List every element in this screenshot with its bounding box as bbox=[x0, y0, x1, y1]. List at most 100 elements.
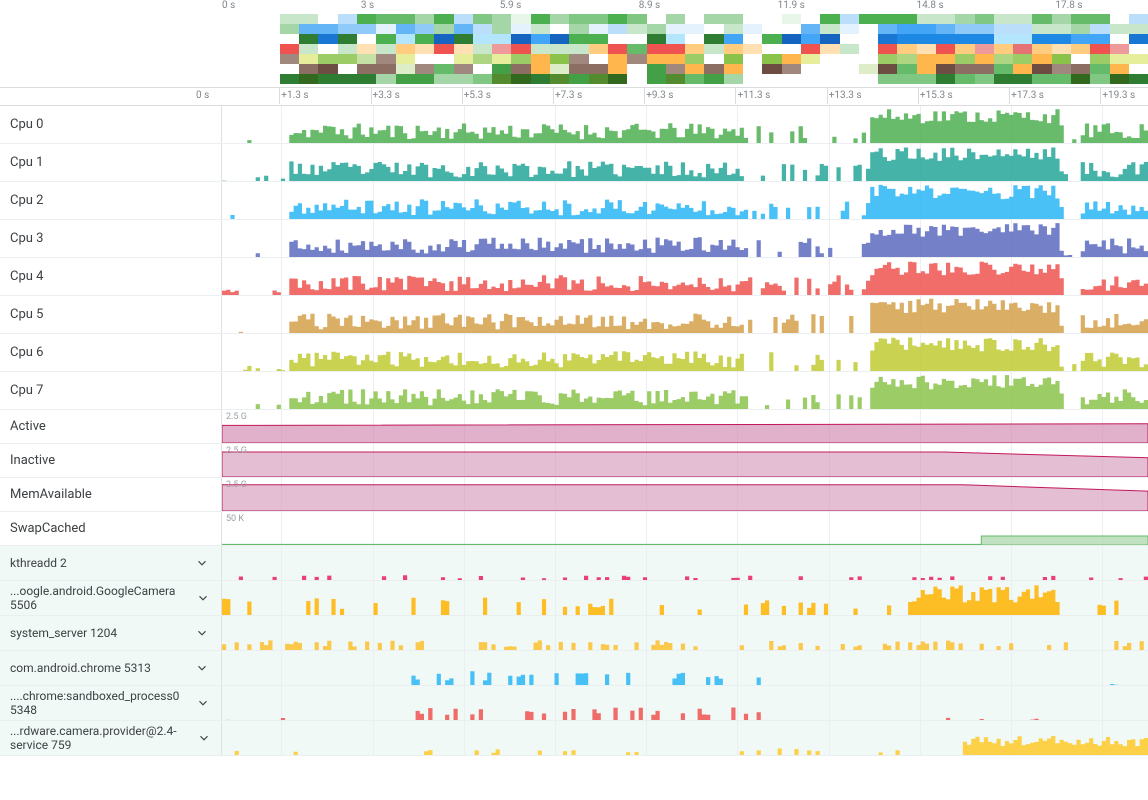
track-label-text: ....chrome:sandboxed_process0 5348 bbox=[10, 689, 194, 717]
detail-tick: +13.3 s bbox=[829, 90, 862, 101]
track-body[interactable] bbox=[222, 106, 1148, 143]
chevron-down-icon[interactable] bbox=[196, 729, 211, 747]
cpu-track[interactable]: Cpu 5 bbox=[0, 296, 1148, 334]
detail-tick: +7.3 s bbox=[555, 90, 582, 101]
track-label[interactable]: com.android.chrome 5313 bbox=[0, 651, 222, 685]
cpu-track[interactable]: Cpu 7 bbox=[0, 372, 1148, 410]
overview-tick: 17.8 s bbox=[1055, 0, 1082, 11]
track-body[interactable]: 2.5 G bbox=[222, 478, 1148, 511]
track-label-text: Cpu 7 bbox=[10, 383, 43, 398]
track-body[interactable]: 2.5 G bbox=[222, 410, 1148, 443]
track-body[interactable] bbox=[222, 721, 1148, 755]
track-label[interactable]: Cpu 5 bbox=[0, 296, 222, 333]
mem-track[interactable]: Inactive 2.5 G bbox=[0, 444, 1148, 478]
cpu-track[interactable]: Cpu 2 bbox=[0, 182, 1148, 220]
track-label[interactable]: Cpu 4 bbox=[0, 258, 222, 295]
detail-tick: +1.3 s bbox=[281, 90, 308, 101]
track-label[interactable]: ....chrome:sandboxed_process0 5348 bbox=[0, 686, 222, 720]
track-label-text: Active bbox=[10, 419, 46, 434]
track-body[interactable] bbox=[222, 372, 1148, 409]
chevron-down-icon[interactable] bbox=[194, 694, 211, 712]
track-label-text: Cpu 0 bbox=[10, 117, 43, 132]
track-body[interactable] bbox=[222, 651, 1148, 685]
track-body[interactable] bbox=[222, 220, 1148, 257]
track-label-text: Cpu 6 bbox=[10, 345, 43, 360]
chevron-down-icon[interactable] bbox=[193, 624, 211, 642]
process-track[interactable]: system_server 1204 bbox=[0, 616, 1148, 651]
mem-track[interactable]: MemAvailable 2.5 G bbox=[0, 478, 1148, 512]
track-label-text: system_server 1204 bbox=[10, 626, 117, 640]
overview-tick: 5.9 s bbox=[500, 0, 522, 11]
track-body[interactable] bbox=[222, 182, 1148, 219]
detail-ruler[interactable]: 0 s +1.3 s +3.3 s +5.3 s +7.3 s +9.3 s +11.3 … bbox=[0, 88, 1148, 106]
process-track[interactable]: com.android.chrome 5313 bbox=[0, 651, 1148, 686]
overview-tick: 14.8 s bbox=[917, 0, 944, 11]
chevron-down-icon[interactable] bbox=[194, 589, 211, 607]
scale-label: 50 K bbox=[226, 514, 244, 524]
track-body[interactable]: 50 K bbox=[222, 512, 1148, 545]
track-body[interactable] bbox=[222, 144, 1148, 181]
scale-label: 2.5 G bbox=[226, 480, 247, 490]
track-label[interactable]: Cpu 1 bbox=[0, 144, 222, 181]
track-label[interactable]: Cpu 0 bbox=[0, 106, 222, 143]
detail-tick: +11.3 s bbox=[737, 90, 770, 101]
chevron-down-icon[interactable] bbox=[193, 659, 211, 677]
track-label-text: com.android.chrome 5313 bbox=[10, 661, 151, 675]
track-body[interactable] bbox=[222, 334, 1148, 371]
detail-tick: +15.3 s bbox=[920, 90, 953, 101]
scale-label: 2.5 G bbox=[226, 446, 247, 456]
track-label-text: ...rdware.camera.provider@2.4-service 75… bbox=[10, 724, 196, 752]
track-label[interactable]: Cpu 2 bbox=[0, 182, 222, 219]
track-body[interactable]: 2.5 G bbox=[222, 444, 1148, 477]
track-label-text: ...oogle.android.GoogleCamera 5506 bbox=[10, 584, 194, 612]
process-track[interactable]: ...oogle.android.GoogleCamera 5506 bbox=[0, 581, 1148, 616]
track-body[interactable] bbox=[222, 296, 1148, 333]
track-label[interactable]: SwapCached bbox=[0, 512, 222, 545]
cpu-track[interactable]: Cpu 0 bbox=[0, 106, 1148, 144]
process-track[interactable]: kthreadd 2 bbox=[0, 546, 1148, 581]
tracks-container: Cpu 0 Cpu 1 Cpu 2 Cpu 3 Cpu 4 Cpu 5 Cpu 6 Cpu 7… bbox=[0, 106, 1148, 756]
track-label[interactable]: system_server 1204 bbox=[0, 616, 222, 650]
overview-tick: 0 s bbox=[222, 0, 235, 11]
cpu-track[interactable]: Cpu 1 bbox=[0, 144, 1148, 182]
track-label[interactable]: Cpu 7 bbox=[0, 372, 222, 409]
cpu-track[interactable]: Cpu 6 bbox=[0, 334, 1148, 372]
track-body[interactable] bbox=[222, 258, 1148, 295]
overview-canvas[interactable] bbox=[222, 14, 1148, 87]
track-label-text: Cpu 4 bbox=[10, 269, 43, 284]
overview-ruler: 0 s3 s5.9 s8.9 s11.9 s14.8 s17.8 s bbox=[222, 0, 1148, 14]
detail-tick: +9.3 s bbox=[646, 90, 673, 101]
trace-viewer: 0 s3 s5.9 s8.9 s11.9 s14.8 s17.8 s 0 s +… bbox=[0, 0, 1148, 756]
track-body[interactable] bbox=[222, 581, 1148, 615]
cpu-track[interactable]: Cpu 4 bbox=[0, 258, 1148, 296]
track-label[interactable]: Inactive bbox=[0, 444, 222, 477]
track-body[interactable] bbox=[222, 616, 1148, 650]
mem-track[interactable]: SwapCached 50 K bbox=[0, 512, 1148, 546]
overview-strip[interactable]: 0 s3 s5.9 s8.9 s11.9 s14.8 s17.8 s bbox=[0, 0, 1148, 88]
mem-track[interactable]: Active 2.5 G bbox=[0, 410, 1148, 444]
process-track[interactable]: ....chrome:sandboxed_process0 5348 bbox=[0, 686, 1148, 721]
track-label-text: Inactive bbox=[10, 453, 55, 468]
chevron-down-icon[interactable] bbox=[193, 554, 211, 572]
detail-ruler-zero: 0 s bbox=[196, 90, 209, 101]
process-track[interactable]: ...rdware.camera.provider@2.4-service 75… bbox=[0, 721, 1148, 756]
track-label[interactable]: ...rdware.camera.provider@2.4-service 75… bbox=[0, 721, 222, 755]
cpu-track[interactable]: Cpu 3 bbox=[0, 220, 1148, 258]
track-label[interactable]: MemAvailable bbox=[0, 478, 222, 511]
track-label-text: Cpu 1 bbox=[10, 155, 43, 170]
track-label[interactable]: Cpu 3 bbox=[0, 220, 222, 257]
scale-label: 2.5 G bbox=[226, 412, 247, 422]
track-label[interactable]: Cpu 6 bbox=[0, 334, 222, 371]
detail-tick: +3.3 s bbox=[373, 90, 400, 101]
detail-tick: +17.3 s bbox=[1011, 90, 1044, 101]
track-label-text: kthreadd 2 bbox=[10, 556, 67, 570]
track-body[interactable] bbox=[222, 546, 1148, 580]
track-label[interactable]: Active bbox=[0, 410, 222, 443]
track-label[interactable]: ...oogle.android.GoogleCamera 5506 bbox=[0, 581, 222, 615]
overview-tick: 8.9 s bbox=[639, 0, 661, 11]
track-label-text: Cpu 2 bbox=[10, 193, 43, 208]
track-label[interactable]: kthreadd 2 bbox=[0, 546, 222, 580]
track-body[interactable] bbox=[222, 686, 1148, 720]
detail-tick: +5.3 s bbox=[464, 90, 491, 101]
detail-tick: +19.3 s bbox=[1102, 90, 1135, 101]
